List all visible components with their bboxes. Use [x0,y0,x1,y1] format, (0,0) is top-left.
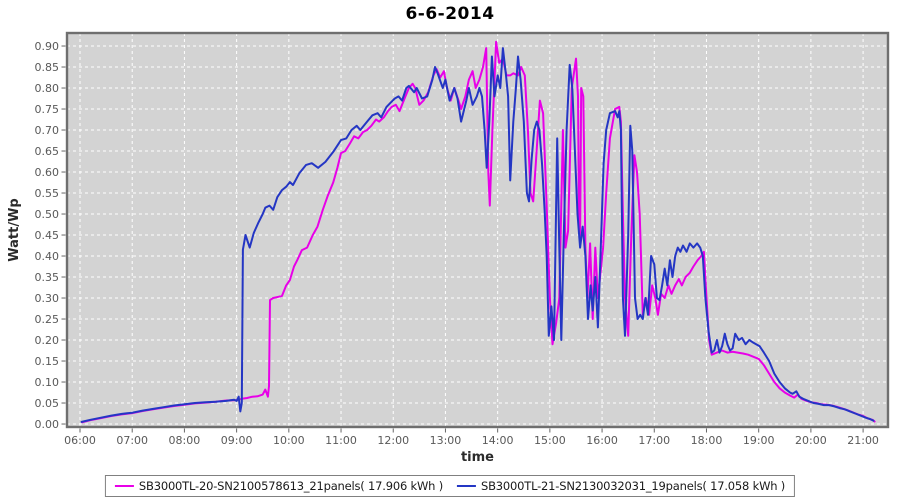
legend-item-inverter-21: SB3000TL-21-SN2130032031_19panels( 17.05… [457,479,785,493]
series-line-1 [80,47,875,423]
legend: SB3000TL-20-SN2100578613_21panels( 17.90… [104,475,796,497]
y-tick-label: 0.00 [35,418,60,431]
y-tick-label: 0.75 [35,103,60,116]
y-tick-label: 0.55 [35,187,60,200]
x-tick-label: 09:00 [221,434,253,447]
y-tick-label: 0.35 [35,271,60,284]
y-tick-label: 0.40 [35,250,60,263]
x-tick-label: 16:00 [586,434,618,447]
blue-line-swatch-icon [457,485,476,487]
y-tick-label: 0.05 [35,397,60,410]
y-axis: 0.00 0.05 0.10 0.15 0.20 0.25 0.30 0.35 0.40 0.45… [35,40,66,431]
y-tick-label: 0.25 [35,313,60,326]
legend-label-inverter-21: SB3000TL-21-SN2130032031_19panels( 17.05… [481,479,786,493]
y-tick-label: 0.80 [35,82,60,95]
plot-border [65,31,890,429]
legend-label-inverter-20: SB3000TL-20-SN2100578613_21panels( 17.90… [138,479,443,493]
x-tick-label: 13:00 [430,434,462,447]
x-tick-label: 12:00 [377,434,409,447]
y-tick-label: 0.30 [35,292,60,305]
y-tick-label: 0.70 [35,124,60,137]
y-tick-label: 0.50 [35,208,60,221]
y-tick-label: 0.90 [35,40,60,53]
y-tick-label: 0.20 [35,334,60,347]
x-axis-title: time [460,450,495,465]
y-tick-label: 0.65 [35,145,60,158]
x-tick-label: 11:00 [325,434,357,447]
x-tick-label: 18:00 [691,434,723,447]
y-tick-label: 0.85 [35,61,60,74]
x-tick-label: 10:00 [273,434,305,447]
y-tick-label: 0.10 [35,376,60,389]
x-tick-label: 21:00 [847,434,879,447]
gridlines [67,33,888,427]
y-tick-label: 0.60 [35,166,60,179]
x-tick-label: 08:00 [169,434,201,447]
legend-item-inverter-20: SB3000TL-20-SN2100578613_21panels( 17.90… [114,479,443,493]
series-line-0 [81,40,876,424]
x-axis: 06:00 07:00 08:00 09:00 10:00 11:00 12:00 13:00… [64,428,879,447]
x-tick-label: 19:00 [743,434,775,447]
x-tick-label: 15:00 [534,434,566,447]
y-axis-title: Watt/Wp [7,198,22,262]
x-tick-label: 20:00 [795,434,827,447]
x-tick-label: 07:00 [116,434,148,447]
x-tick-label: 06:00 [64,434,96,447]
x-tick-label: 17:00 [638,434,670,447]
chart-title: 6-6-2014 [405,4,495,24]
magenta-line-swatch-icon [114,485,134,487]
x-tick-label: 14:00 [482,434,514,447]
y-tick-label: 0.15 [35,355,60,368]
y-tick-label: 0.45 [35,229,60,242]
